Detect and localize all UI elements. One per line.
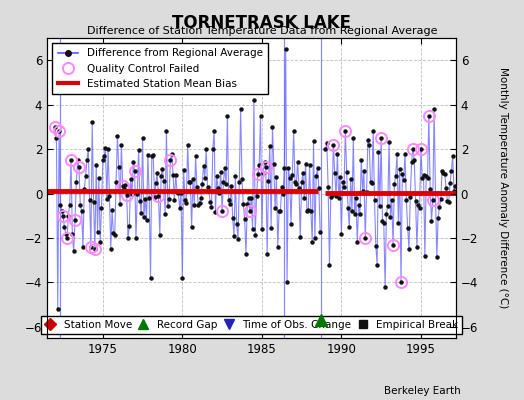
Text: Difference of Station Temperature Data from Regional Average: Difference of Station Temperature Data f… <box>87 26 437 36</box>
Text: TORNETRASK LAKE: TORNETRASK LAKE <box>172 14 352 32</box>
Y-axis label: Monthly Temperature Anomaly Difference (°C): Monthly Temperature Anomaly Difference (… <box>498 67 508 309</box>
Legend: Station Move, Record Gap, Time of Obs. Change, Empirical Break: Station Move, Record Gap, Time of Obs. C… <box>40 316 463 334</box>
Text: Berkeley Earth: Berkeley Earth <box>385 386 461 396</box>
